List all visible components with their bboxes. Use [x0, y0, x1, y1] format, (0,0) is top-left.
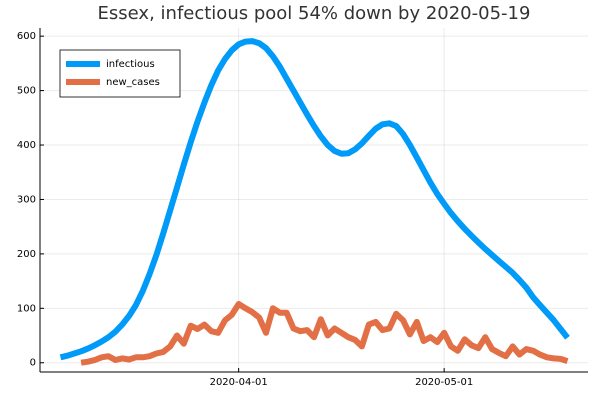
y-tick-label: 0 [30, 358, 36, 369]
y-tick-label: 600 [17, 31, 36, 42]
y-tick-label: 500 [17, 86, 36, 97]
x-tick-label: 2020-04-01 [210, 377, 268, 388]
series-line [59, 38, 570, 361]
y-tick-label: 200 [17, 249, 36, 260]
legend-label: infectious [106, 59, 155, 70]
series-line [80, 301, 569, 366]
y-tick-label: 100 [17, 303, 36, 314]
y-tick-label: 300 [17, 194, 36, 205]
legend-label: new_cases [106, 77, 160, 88]
x-tick-label: 2020-05-01 [415, 377, 473, 388]
chart-title: Essex, infectious pool 54% down by 2020-… [98, 3, 531, 24]
y-tick-label: 400 [17, 140, 36, 151]
legend-box [59, 49, 181, 98]
